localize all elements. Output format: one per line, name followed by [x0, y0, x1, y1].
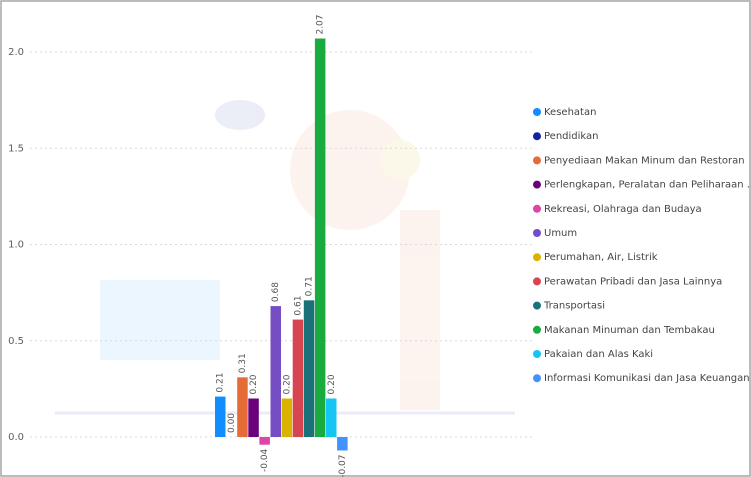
bar — [337, 437, 348, 451]
legend-marker — [533, 253, 541, 262]
bar — [259, 437, 270, 445]
legend-marker — [533, 180, 541, 189]
legend-marker — [533, 301, 541, 310]
legend-entry: Perawatan Pribadi dan Jasa Lainnya — [544, 276, 722, 287]
value-label: -0.07 — [338, 454, 348, 477]
value-label: 0.61 — [293, 296, 303, 316]
legend-entry: Umum — [544, 228, 577, 239]
legend-marker — [533, 325, 541, 334]
legend-marker — [533, 108, 541, 116]
legend-marker — [533, 350, 541, 358]
value-label: 0.20 — [327, 374, 337, 394]
bar — [314, 38, 326, 438]
value-label: -0.04 — [260, 448, 270, 472]
legend-entry: Pakaian dan Alas Kaki — [544, 349, 653, 360]
value-label: 0.00 — [227, 413, 237, 433]
legend-entry: Rekreasi, Olahraga dan Budaya — [544, 204, 702, 215]
legend-entry: Penyediaan Makan Minum dan Restoran — [544, 155, 745, 166]
value-label: 0.21 — [216, 373, 226, 393]
legend-marker — [533, 156, 541, 165]
legend-marker — [533, 204, 541, 213]
bar — [237, 377, 248, 437]
bar — [215, 396, 226, 437]
legend-entry: Kesehatan — [544, 107, 596, 118]
legend-entry: Informasi Komunikasi dan Jasa Keuangan — [544, 373, 750, 384]
y-tick-label: 0.0 — [8, 432, 24, 443]
bar — [281, 398, 293, 437]
legend-entry: Perumahan, Air, Listrik — [544, 252, 658, 263]
y-tick-label: 0.5 — [8, 336, 24, 347]
legend-entry: Perlengkapan, Peralatan dan Peliharaan .… — [544, 180, 751, 191]
value-label: 2.07 — [316, 14, 326, 34]
y-tick-label: 1.5 — [8, 143, 24, 154]
bar — [248, 398, 259, 437]
legend-entry: Makanan Minuman dan Tembakau — [544, 325, 715, 336]
value-label: 0.68 — [271, 282, 281, 302]
y-tick-label: 1.0 — [8, 240, 24, 251]
legend-marker — [533, 229, 541, 237]
bar — [292, 319, 304, 437]
value-label: 0.20 — [282, 374, 292, 394]
value-label: 0.20 — [249, 374, 259, 394]
value-label: 0.71 — [305, 276, 315, 296]
legend-entry: Transportasi — [543, 301, 605, 312]
legend-marker — [533, 277, 541, 286]
bar — [303, 300, 315, 437]
legend-marker — [533, 374, 541, 383]
value-label: 0.31 — [238, 353, 248, 373]
y-tick-label: 2.0 — [8, 47, 24, 58]
legend-marker — [533, 132, 541, 141]
bar — [326, 398, 337, 437]
legend-entry: Pendidikan — [544, 131, 599, 142]
bar — [270, 306, 281, 437]
